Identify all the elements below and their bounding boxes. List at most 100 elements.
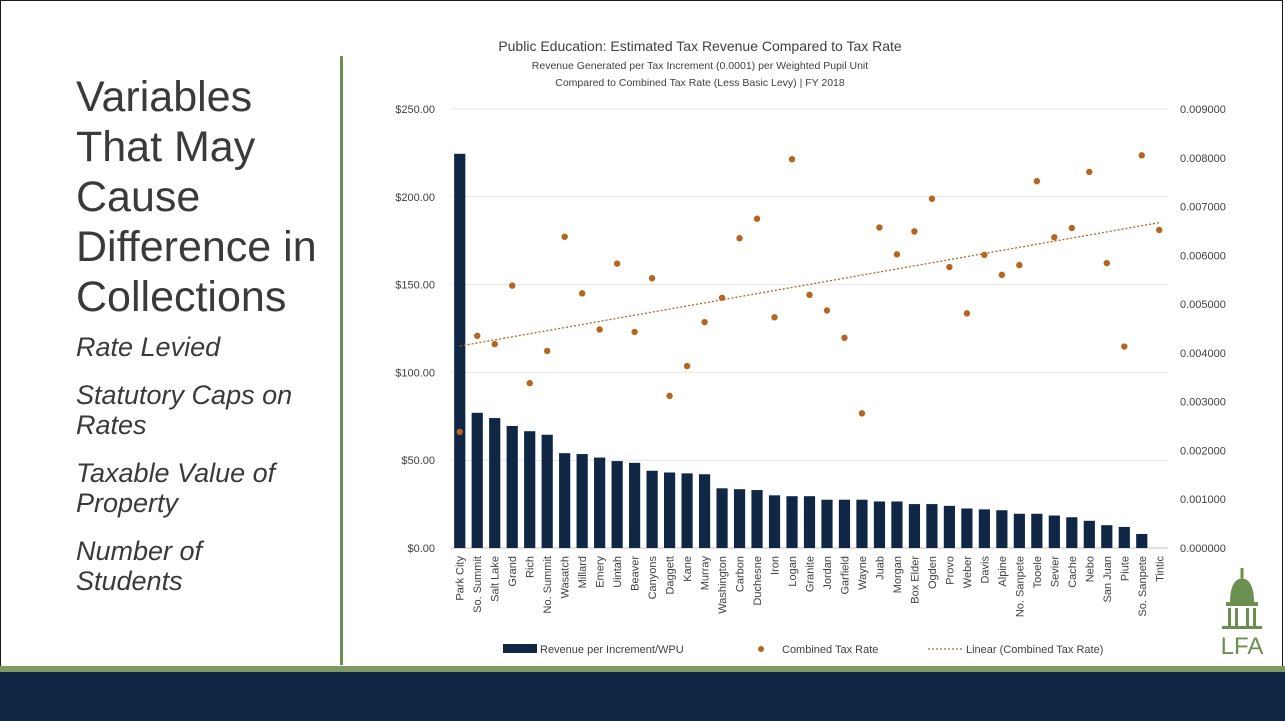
y-right-tick-label: 0.001000 bbox=[1180, 494, 1226, 506]
variable-item: Number of Students bbox=[76, 536, 203, 596]
y-right-tick-label: 0.003000 bbox=[1180, 397, 1226, 409]
data-point bbox=[981, 251, 988, 259]
y-right-tick-label: 0.009000 bbox=[1180, 104, 1226, 116]
bar bbox=[611, 461, 623, 548]
x-tick-label: Carbon bbox=[735, 556, 747, 592]
data-point bbox=[1156, 226, 1163, 234]
variable-item: Statutory Caps on Rates bbox=[76, 380, 293, 440]
bar bbox=[768, 495, 781, 548]
data-point bbox=[1068, 224, 1076, 232]
x-tick-label: Provo bbox=[944, 556, 956, 585]
data-point bbox=[474, 332, 481, 340]
bar bbox=[891, 501, 903, 548]
x-tick-label: Canyons bbox=[647, 556, 659, 600]
legend-swatch-dot bbox=[758, 646, 764, 652]
data-point bbox=[806, 291, 813, 299]
x-tick-label: San Juan bbox=[1102, 556, 1114, 602]
y-right-tick-label: 0.000000 bbox=[1180, 543, 1226, 555]
bar bbox=[803, 496, 816, 548]
x-tick-label: Daggett bbox=[665, 556, 677, 595]
x-tick-label: Grand bbox=[507, 556, 519, 587]
x-tick-label: Davis bbox=[979, 556, 991, 584]
data-point bbox=[1138, 152, 1145, 159]
bar bbox=[908, 504, 921, 548]
bar bbox=[1118, 526, 1130, 548]
data-point bbox=[718, 294, 726, 301]
bar bbox=[821, 499, 833, 548]
bar bbox=[506, 425, 518, 548]
bar bbox=[576, 454, 588, 548]
logo-text: LFA bbox=[1221, 633, 1264, 660]
x-tick-label: Emery bbox=[595, 556, 607, 588]
x-tick-label: No. Sanpete bbox=[1014, 556, 1026, 617]
data-point bbox=[998, 271, 1006, 279]
tax-revenue-chart: Public Education: Estimated Tax Revenue … bbox=[395, 38, 1226, 656]
legend-swatch-bar bbox=[503, 644, 537, 653]
y-right-tick-label: 0.008000 bbox=[1180, 153, 1226, 165]
x-tick-label: Duchesne bbox=[752, 556, 764, 606]
x-tick-label: Tooele bbox=[1032, 556, 1044, 588]
variable-item: Rate Levied bbox=[76, 332, 221, 362]
data-point bbox=[543, 347, 551, 355]
left-panel: Variables That May Cause Difference in C… bbox=[76, 72, 336, 614]
lfa-logo: LFA bbox=[1221, 568, 1264, 660]
bar bbox=[1101, 525, 1113, 548]
bar bbox=[698, 474, 711, 548]
x-tick-label: Piute bbox=[1119, 556, 1131, 581]
y-left-tick-label: $50.00 bbox=[401, 455, 435, 467]
vertical-divider bbox=[340, 56, 343, 665]
y-right-tick-label: 0.002000 bbox=[1180, 445, 1226, 457]
bar bbox=[646, 470, 658, 548]
x-tick-label: Morgan bbox=[892, 556, 904, 593]
x-tick-label: Juab bbox=[874, 556, 886, 580]
data-point bbox=[823, 307, 831, 314]
heading-line: Cause bbox=[76, 173, 201, 221]
data-point bbox=[456, 428, 463, 436]
x-tick-label: Cache bbox=[1067, 556, 1079, 588]
data-point bbox=[963, 310, 971, 317]
y-right-tick-label: 0.007000 bbox=[1180, 202, 1226, 214]
x-tick-label: Kane bbox=[682, 556, 694, 582]
bar bbox=[471, 412, 483, 548]
x-tick-label: Ogden bbox=[927, 556, 939, 589]
data-point bbox=[648, 275, 656, 282]
bar bbox=[594, 457, 606, 548]
x-tick-label: Garfield bbox=[839, 556, 851, 595]
data-point bbox=[509, 282, 516, 289]
x-tick-label: Granite bbox=[805, 556, 817, 592]
heading-line: Difference in bbox=[76, 223, 317, 271]
bar bbox=[838, 499, 851, 548]
y-left-tick-label: $250.00 bbox=[395, 104, 435, 116]
x-tick-label: Nebo bbox=[1084, 556, 1096, 582]
y-left-tick-label: $100.00 bbox=[395, 367, 435, 379]
data-point bbox=[1016, 261, 1023, 269]
x-tick-label: Box Elder bbox=[909, 556, 921, 604]
y-right-tick-label: 0.004000 bbox=[1180, 348, 1226, 360]
bar bbox=[961, 508, 973, 548]
data-point bbox=[928, 195, 936, 202]
bar bbox=[943, 505, 955, 548]
x-tick-label: Millard bbox=[577, 556, 589, 588]
y-left-tick-label: $150.00 bbox=[395, 280, 435, 292]
data-point bbox=[526, 379, 533, 387]
data-point bbox=[578, 290, 586, 297]
data-point bbox=[631, 328, 638, 336]
bar bbox=[681, 473, 693, 548]
bar bbox=[751, 490, 763, 548]
bar bbox=[733, 489, 746, 548]
bar bbox=[541, 434, 553, 548]
variable-item: Taxable Value of Property bbox=[76, 458, 276, 518]
x-tick-label: Jordan bbox=[822, 556, 834, 590]
chart-subtitle-2: Compared to Combined Tax Rate (Less Basi… bbox=[555, 77, 845, 89]
y-left-tick-label: $0.00 bbox=[407, 543, 435, 555]
data-point bbox=[596, 326, 603, 333]
footer-band bbox=[0, 672, 1285, 721]
bar bbox=[664, 472, 676, 548]
x-tick-label: Salt Lake bbox=[490, 556, 502, 602]
bar bbox=[1066, 517, 1078, 548]
x-tick-label: So. Summit bbox=[472, 556, 484, 613]
heading-line: Variables bbox=[76, 73, 253, 121]
x-tick-label: No. Summit bbox=[542, 556, 554, 613]
bar bbox=[489, 418, 501, 548]
x-tick-label: Washington bbox=[717, 556, 729, 614]
